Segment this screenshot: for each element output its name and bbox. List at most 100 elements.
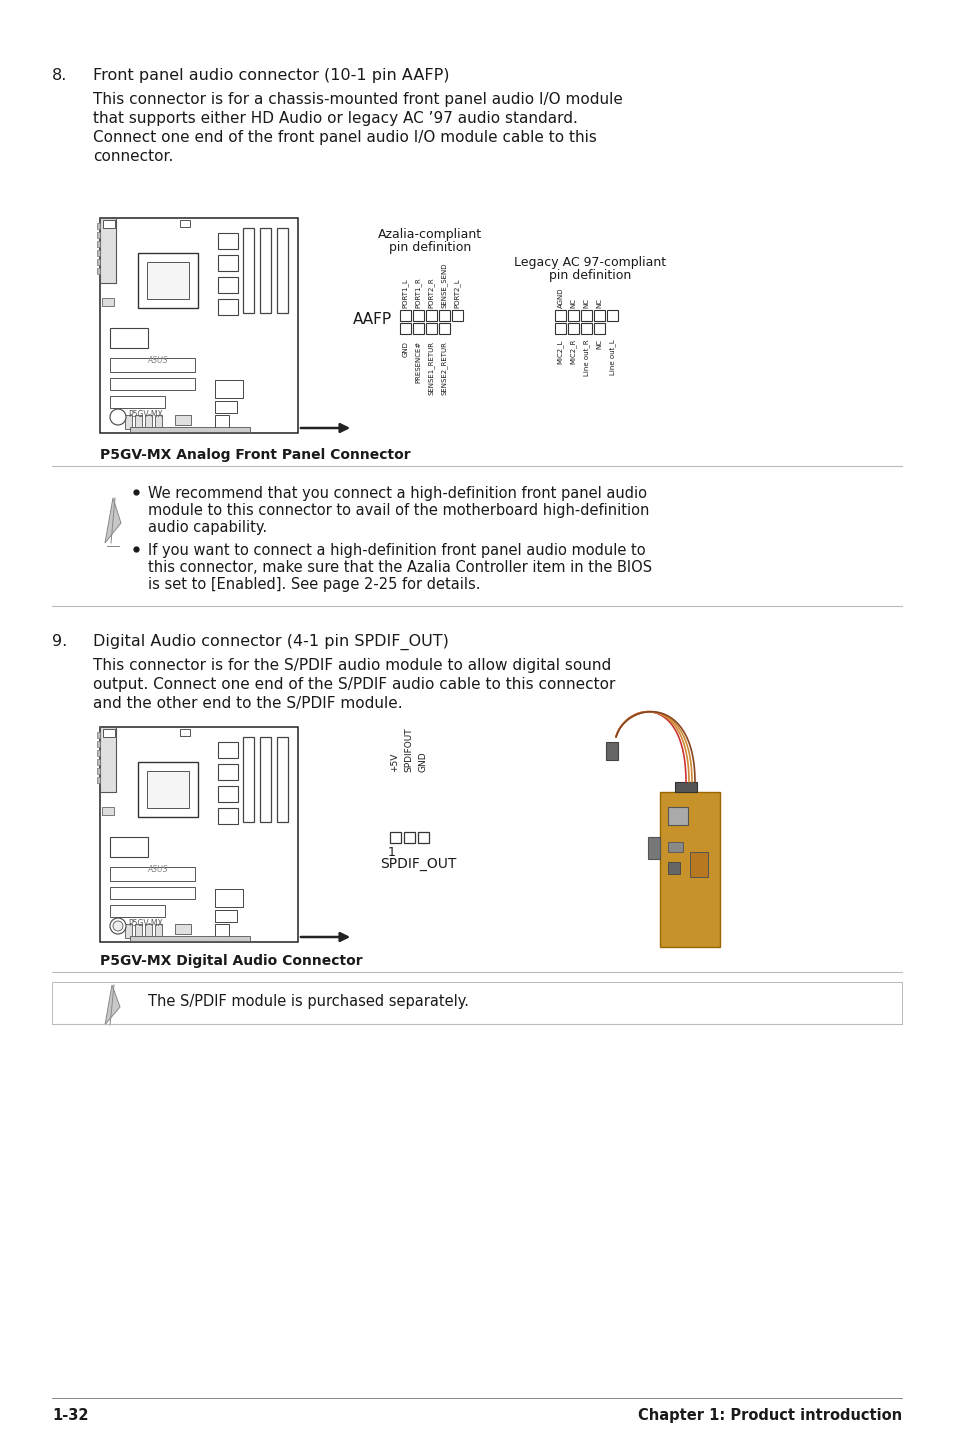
Bar: [243, 738, 253, 823]
Bar: [138, 762, 198, 817]
Text: Azalia-compliant: Azalia-compliant: [377, 229, 481, 242]
Bar: [214, 416, 229, 429]
Bar: [218, 233, 237, 249]
Text: audio capability.: audio capability.: [148, 521, 267, 535]
Bar: [110, 887, 194, 899]
Bar: [180, 729, 190, 736]
Bar: [145, 925, 152, 938]
Bar: [147, 771, 189, 808]
Bar: [97, 250, 100, 256]
Bar: [276, 738, 288, 823]
Bar: [174, 416, 191, 426]
Circle shape: [112, 920, 123, 930]
Text: 9.: 9.: [52, 634, 67, 649]
Text: +5V: +5V: [390, 752, 399, 772]
Text: NC: NC: [583, 298, 589, 308]
Bar: [580, 324, 592, 334]
Bar: [426, 324, 436, 334]
Text: SPDIF_OUT: SPDIF_OUT: [379, 857, 456, 871]
Bar: [214, 380, 243, 398]
Text: AAFP: AAFP: [353, 312, 392, 326]
Bar: [218, 808, 237, 824]
Polygon shape: [105, 498, 121, 544]
Text: 8.: 8.: [52, 68, 68, 83]
Bar: [97, 267, 100, 275]
Bar: [110, 378, 194, 390]
Bar: [659, 792, 720, 948]
Bar: [97, 242, 100, 247]
Bar: [110, 837, 148, 857]
Bar: [102, 807, 113, 815]
Text: Line out_R: Line out_R: [582, 339, 589, 375]
Text: Connect one end of the front panel audio I/O module cable to this: Connect one end of the front panel audio…: [92, 129, 597, 145]
Bar: [97, 759, 100, 765]
Bar: [580, 311, 592, 321]
Bar: [567, 311, 578, 321]
Bar: [97, 232, 100, 239]
Text: GND: GND: [402, 341, 408, 357]
Text: that supports either HD Audio or legacy AC ’97 audio standard.: that supports either HD Audio or legacy …: [92, 111, 578, 127]
Bar: [214, 910, 236, 922]
Bar: [180, 220, 190, 227]
Bar: [218, 742, 237, 758]
Text: Line out_L: Line out_L: [608, 339, 616, 375]
Bar: [667, 861, 679, 874]
Text: This connector is for a chassis-mounted front panel audio I/O module: This connector is for a chassis-mounted …: [92, 92, 622, 106]
Bar: [555, 324, 565, 334]
Bar: [452, 311, 462, 321]
Text: SENSE2_RETUR: SENSE2_RETUR: [440, 341, 447, 395]
Text: P5GV-MX Digital Audio Connector: P5GV-MX Digital Audio Connector: [100, 953, 362, 968]
Bar: [110, 867, 194, 881]
Bar: [130, 427, 250, 431]
Bar: [97, 259, 100, 265]
Text: P5GV-MX Analog Front Panel Connector: P5GV-MX Analog Front Panel Connector: [100, 449, 410, 462]
Bar: [567, 324, 578, 334]
Text: Legacy AC 97-compliant: Legacy AC 97-compliant: [514, 256, 665, 269]
Bar: [97, 223, 100, 229]
Text: ASUS: ASUS: [148, 866, 168, 874]
Bar: [605, 742, 618, 761]
Bar: [135, 416, 142, 429]
Text: and the other end to the S/PDIF module.: and the other end to the S/PDIF module.: [92, 696, 402, 710]
Text: Front panel audio connector (10-1 pin AAFP): Front panel audio connector (10-1 pin AA…: [92, 68, 449, 83]
Bar: [147, 262, 189, 299]
Text: Digital Audio connector (4-1 pin SPDIF_OUT): Digital Audio connector (4-1 pin SPDIF_O…: [92, 634, 449, 650]
Text: module to this connector to avail of the motherboard high-definition: module to this connector to avail of the…: [148, 503, 649, 518]
Text: NC: NC: [596, 339, 602, 349]
Bar: [413, 311, 423, 321]
Text: this connector, make sure that the Azalia Controller item in the BIOS: this connector, make sure that the Azali…: [148, 559, 652, 575]
Bar: [174, 925, 191, 935]
Bar: [276, 229, 288, 313]
Text: Chapter 1: Product introduction: Chapter 1: Product introduction: [638, 1408, 901, 1424]
Text: 1: 1: [388, 846, 395, 858]
Bar: [110, 395, 165, 408]
Bar: [667, 807, 687, 825]
Bar: [100, 728, 297, 942]
Text: SPDIFOUT: SPDIFOUT: [404, 728, 413, 772]
Bar: [103, 220, 115, 229]
Text: pin definition: pin definition: [548, 269, 631, 282]
Bar: [102, 298, 113, 306]
Text: PORT1_L: PORT1_L: [402, 278, 409, 308]
Circle shape: [110, 917, 126, 935]
Text: output. Connect one end of the S/PDIF audio cable to this connector: output. Connect one end of the S/PDIF au…: [92, 677, 615, 692]
Bar: [417, 833, 429, 843]
Bar: [218, 278, 237, 293]
Bar: [218, 299, 237, 315]
Bar: [130, 936, 250, 940]
Text: P5GV-MX: P5GV-MX: [128, 410, 163, 418]
Bar: [97, 751, 100, 756]
Bar: [103, 729, 115, 738]
Bar: [135, 925, 142, 938]
Bar: [399, 324, 411, 334]
Bar: [667, 843, 682, 851]
Bar: [555, 311, 565, 321]
Text: This connector is for the S/PDIF audio module to allow digital sound: This connector is for the S/PDIF audio m…: [92, 659, 611, 673]
Bar: [125, 416, 132, 429]
Circle shape: [110, 408, 126, 426]
Bar: [110, 358, 194, 372]
Bar: [100, 219, 116, 283]
Bar: [260, 738, 271, 823]
Bar: [52, 982, 901, 1024]
Bar: [100, 219, 297, 433]
